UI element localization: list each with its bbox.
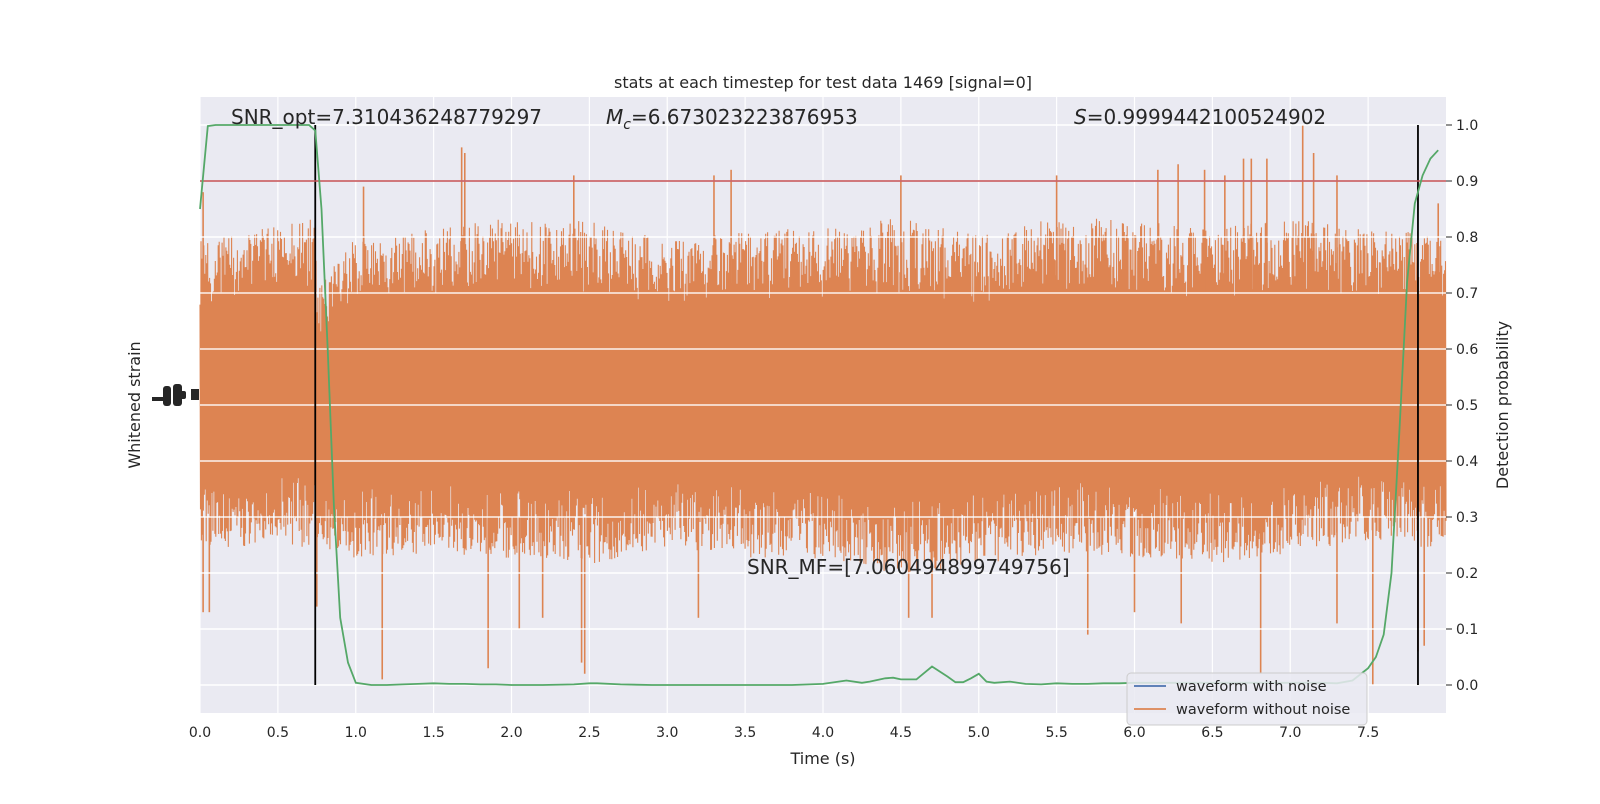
x-axis-label: Time (s)	[789, 749, 855, 768]
chirp-mass-annotation: Mc=6.673023223876953	[606, 105, 858, 133]
strain-series-layer	[199, 125, 1447, 685]
x-tick-label: 1.5	[422, 725, 444, 741]
x-tick-label: 7.0	[1279, 725, 1301, 741]
x-tick-label: 5.5	[1045, 725, 1067, 741]
y-tick-label: 0.8	[1456, 230, 1478, 246]
x-tick-label: 5.0	[968, 725, 990, 741]
y-tick-label: 0.2	[1456, 566, 1478, 582]
x-tick-label: 1.0	[345, 725, 367, 741]
y-tick-label: 0.7	[1456, 286, 1478, 302]
y-tick-label: 0.9	[1456, 174, 1478, 190]
snr-opt-annotation: SNR_opt=7.310436248779297	[231, 105, 542, 129]
y-tick-label: 0.0	[1456, 678, 1478, 694]
vertical-markers	[314, 125, 1419, 685]
x-tick-label: 6.5	[1201, 725, 1223, 741]
legend-label-with-noise: waveform with noise	[1176, 679, 1327, 695]
y-tick-label: 0.1	[1456, 622, 1478, 638]
right-y-axis-label: Detection probability	[1493, 321, 1512, 489]
x-tick-label: 3.0	[656, 725, 678, 741]
left-y-axis-label: Whitened strain	[125, 341, 144, 468]
x-tick-label: 0.0	[189, 725, 211, 741]
legend: waveform with noise waveform without noi…	[1126, 672, 1368, 726]
y-tick-label: 1.0	[1456, 118, 1478, 134]
x-tick-label: 3.5	[734, 725, 756, 741]
s-score-annotation: S=0.9999442100524902	[1074, 105, 1326, 129]
chart-title: stats at each timestep for test data 146…	[614, 73, 1032, 92]
x-tick-label: 4.5	[890, 725, 912, 741]
legend-label-without-noise: waveform without noise	[1176, 702, 1350, 718]
x-tick-label: 4.0	[812, 725, 834, 741]
x-tick-label: 2.0	[500, 725, 522, 741]
legend-box	[1126, 672, 1368, 726]
x-tick-label: 6.0	[1123, 725, 1145, 741]
x-tick-label: 7.5	[1357, 725, 1379, 741]
y-tick-label: 0.4	[1456, 454, 1478, 470]
y-tick-label: 0.6	[1456, 342, 1478, 358]
snr-mf-annotation: SNR_MF=[7.060494899749756]	[747, 555, 1070, 579]
y-tick-label: 0.3	[1456, 510, 1478, 526]
y-tick-label: 0.5	[1456, 398, 1478, 414]
x-tick-label: 2.5	[578, 725, 600, 741]
left-axis-tick-artifact	[152, 384, 199, 406]
strain-core-band	[200, 349, 1446, 444]
right-y-axis-ticks: 0.0 0.1 0.2 0.3 0.4 0.5 0.6 0.7 0.8 0.9 1.0	[1446, 118, 1478, 694]
x-axis-ticks: 0.0 0.5 1.0 1.5 2.0 2.5 3.0 3.5 4.0 4.5 5.0 5.5 6.0 6…	[189, 725, 1379, 741]
x-tick-label: 0.5	[267, 725, 289, 741]
